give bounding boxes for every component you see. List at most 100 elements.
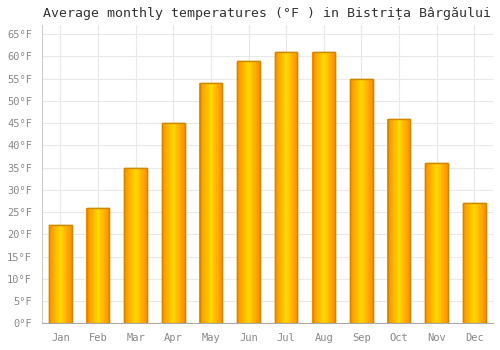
Bar: [319, 52, 320, 323]
Bar: [68, 225, 69, 323]
Bar: [476, 203, 478, 323]
Bar: [350, 79, 372, 323]
Bar: [243, 61, 244, 323]
Bar: [274, 52, 276, 323]
Bar: [287, 52, 288, 323]
Bar: [326, 52, 327, 323]
Bar: [167, 123, 168, 323]
Bar: [480, 203, 482, 323]
Bar: [128, 168, 130, 323]
Bar: [389, 119, 390, 323]
Bar: [180, 123, 181, 323]
Bar: [238, 61, 260, 323]
Bar: [364, 79, 366, 323]
Bar: [470, 203, 471, 323]
Bar: [465, 203, 466, 323]
Bar: [388, 119, 389, 323]
Bar: [472, 203, 473, 323]
Bar: [406, 119, 407, 323]
Bar: [211, 83, 212, 323]
Bar: [69, 225, 70, 323]
Bar: [297, 52, 298, 323]
Bar: [463, 203, 485, 323]
Bar: [286, 52, 287, 323]
Bar: [328, 52, 330, 323]
Bar: [431, 163, 432, 323]
Bar: [388, 119, 410, 323]
Bar: [214, 83, 215, 323]
Bar: [324, 52, 326, 323]
Bar: [404, 119, 406, 323]
Bar: [244, 61, 246, 323]
Bar: [471, 203, 472, 323]
Bar: [201, 83, 202, 323]
Bar: [218, 83, 219, 323]
Bar: [257, 61, 258, 323]
Bar: [331, 52, 332, 323]
Bar: [104, 208, 105, 323]
Bar: [426, 163, 428, 323]
Bar: [66, 225, 67, 323]
Bar: [425, 163, 426, 323]
Bar: [89, 208, 90, 323]
Bar: [291, 52, 292, 323]
Bar: [315, 52, 316, 323]
Bar: [430, 163, 431, 323]
Bar: [246, 61, 247, 323]
Bar: [358, 79, 359, 323]
Bar: [60, 225, 62, 323]
Bar: [293, 52, 294, 323]
Bar: [280, 52, 281, 323]
Bar: [388, 119, 410, 323]
Bar: [442, 163, 443, 323]
Bar: [251, 61, 252, 323]
Bar: [168, 123, 170, 323]
Bar: [184, 123, 185, 323]
Bar: [482, 203, 483, 323]
Bar: [130, 168, 131, 323]
Bar: [478, 203, 479, 323]
Bar: [94, 208, 95, 323]
Bar: [70, 225, 72, 323]
Bar: [313, 52, 314, 323]
Bar: [409, 119, 410, 323]
Bar: [317, 52, 318, 323]
Bar: [212, 83, 214, 323]
Bar: [175, 123, 176, 323]
Bar: [283, 52, 284, 323]
Bar: [294, 52, 296, 323]
Bar: [87, 208, 88, 323]
Bar: [124, 168, 147, 323]
Bar: [355, 79, 356, 323]
Bar: [204, 83, 205, 323]
Bar: [398, 119, 399, 323]
Bar: [204, 83, 206, 323]
Bar: [392, 119, 393, 323]
Bar: [353, 79, 354, 323]
Bar: [438, 163, 439, 323]
Bar: [350, 79, 372, 323]
Bar: [390, 119, 392, 323]
Bar: [255, 61, 256, 323]
Bar: [356, 79, 358, 323]
Bar: [322, 52, 323, 323]
Bar: [332, 52, 333, 323]
Bar: [144, 168, 145, 323]
Bar: [394, 119, 395, 323]
Bar: [165, 123, 166, 323]
Bar: [128, 168, 129, 323]
Bar: [440, 163, 442, 323]
Bar: [408, 119, 409, 323]
Bar: [370, 79, 371, 323]
Bar: [88, 208, 89, 323]
Bar: [177, 123, 178, 323]
Bar: [371, 79, 372, 323]
Bar: [252, 61, 254, 323]
Bar: [447, 163, 448, 323]
Bar: [356, 79, 357, 323]
Bar: [369, 79, 370, 323]
Bar: [410, 119, 411, 323]
Bar: [105, 208, 106, 323]
Bar: [276, 52, 277, 323]
Bar: [395, 119, 396, 323]
